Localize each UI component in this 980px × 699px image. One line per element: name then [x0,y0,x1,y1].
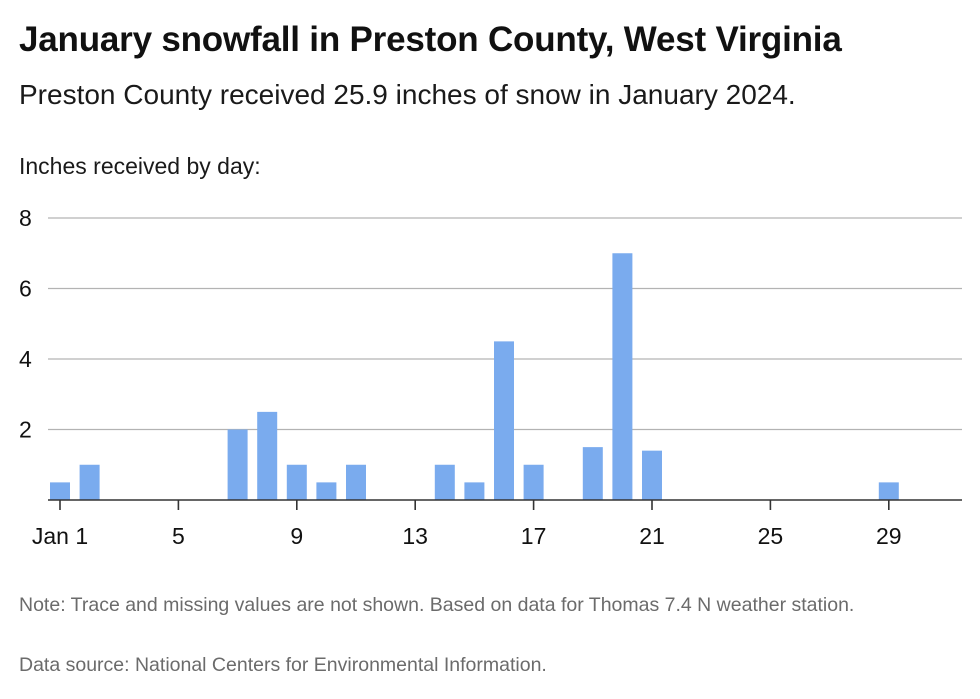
bar-jan-7 [227,429,248,500]
bar-jan-11 [346,464,366,500]
bar-jan-15 [464,482,485,500]
snowfall-bar-chart: 2 4 6 8 Jan 1 5 9 13 17 21 25 29 [19,205,962,549]
bar-jan-21 [642,450,662,500]
axes: 2 4 6 8 Jan 1 5 9 13 17 21 25 29 [19,205,962,549]
y-axis-label: Inches received by day: [19,153,261,179]
bar-jan-8 [257,411,278,500]
bar-jan-14 [434,464,455,500]
bar-jan-1 [50,482,70,500]
bar-jan-19 [582,447,603,500]
x-tick-label: 13 [402,523,428,549]
bar-jan-9 [286,464,307,500]
x-tick-label: 17 [521,523,547,549]
x-tick-label: 21 [639,523,665,549]
x-tick-label: 25 [758,523,784,549]
chart-subtitle: Preston County received 25.9 inches of s… [19,79,796,110]
bar-jan-17 [523,464,544,500]
y-tick-label: 8 [19,205,32,231]
bars [50,253,899,500]
bar-jan-16 [494,341,514,500]
x-tick-label: Jan 1 [32,523,88,549]
bar-jan-10 [316,482,337,500]
x-tick-label: 9 [290,523,303,549]
data-source: Data source: National Centers for Enviro… [19,654,547,676]
chart-title: January snowfall in Preston County, West… [19,20,842,59]
y-tick-label: 6 [19,276,32,302]
y-tick-label: 4 [19,346,32,372]
bar-jan-20 [612,253,633,500]
bar-jan-2 [79,464,100,500]
chart-note: Note: Trace and missing values are not s… [19,594,855,616]
x-tick-label: 29 [876,523,902,549]
y-tick-label: 2 [19,417,32,443]
x-tick-label: 5 [172,523,185,549]
bar-jan-29 [878,482,899,500]
